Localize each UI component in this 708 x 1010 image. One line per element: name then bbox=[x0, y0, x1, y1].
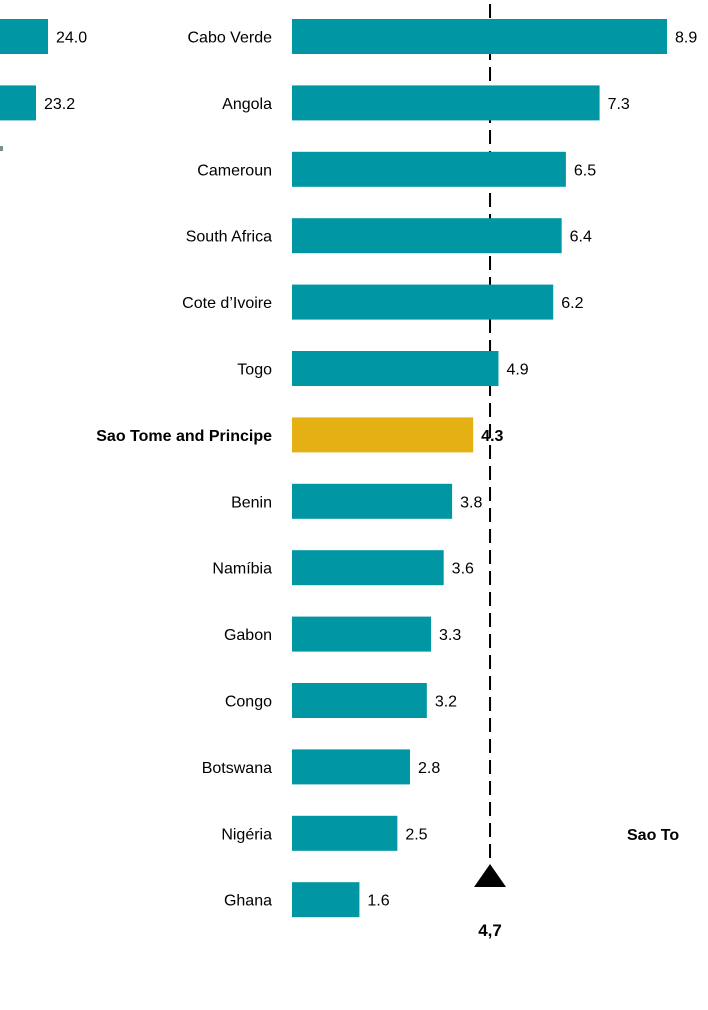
category-label: Cote d’Ivoire bbox=[182, 295, 272, 312]
category-label: Nigéria bbox=[221, 826, 272, 843]
bar bbox=[292, 616, 432, 652]
category-label-highlight: Sao Tome and Principe bbox=[96, 428, 272, 445]
value-label: 1.6 bbox=[367, 893, 389, 910]
reference-line-group: 4,7 bbox=[474, 4, 507, 940]
value-label: 3.3 bbox=[439, 627, 461, 644]
value-label: 3.8 bbox=[460, 494, 482, 511]
value-label: 7.3 bbox=[608, 96, 630, 113]
category-label: Congo bbox=[225, 694, 272, 711]
bar bbox=[292, 85, 600, 121]
reference-value-label: 4,7 bbox=[478, 921, 502, 940]
bar bbox=[292, 683, 427, 718]
left-panel-bar bbox=[0, 19, 48, 54]
bar bbox=[292, 550, 444, 586]
left-panel-value-label: 24.0 bbox=[56, 30, 87, 47]
bar-highlight bbox=[292, 417, 474, 453]
bar bbox=[292, 882, 360, 918]
value-label: 3.2 bbox=[435, 694, 457, 711]
bar bbox=[292, 749, 410, 785]
category-label: Botswana bbox=[202, 760, 272, 777]
left-panel-value-label: 23.2 bbox=[44, 96, 75, 113]
bar bbox=[292, 815, 398, 851]
value-label: 4.9 bbox=[506, 362, 528, 379]
category-label: Namíbia bbox=[212, 561, 272, 578]
category-label: Gabon bbox=[224, 627, 272, 644]
value-label-highlight: 4.3 bbox=[481, 428, 503, 445]
left-panel-fragment-mark bbox=[0, 146, 3, 151]
category-label: Cabo Verde bbox=[187, 30, 272, 47]
left-panel-bar bbox=[0, 85, 36, 121]
category-label: Benin bbox=[231, 494, 272, 511]
bar bbox=[292, 351, 499, 386]
category-label: Angola bbox=[222, 96, 272, 113]
bar bbox=[292, 284, 554, 320]
bars-group: Cabo Verde 8.9 Angola 7.3 Cameroun 6.5 South A… bbox=[96, 19, 697, 918]
value-label: 8.9 bbox=[675, 30, 697, 47]
category-label: Ghana bbox=[224, 893, 272, 910]
value-label: 3.6 bbox=[452, 561, 474, 578]
bar bbox=[292, 483, 453, 519]
value-label: 6.4 bbox=[570, 229, 592, 246]
right-panel-fragment-label: Sao To bbox=[627, 827, 679, 844]
value-label: 6.5 bbox=[574, 162, 596, 179]
left-panel-fragment: 24.0 23.2 bbox=[0, 19, 87, 151]
bar bbox=[292, 151, 566, 187]
value-label: 2.5 bbox=[405, 826, 427, 843]
value-label: 6.2 bbox=[561, 295, 583, 312]
bar bbox=[292, 19, 667, 54]
category-label: Togo bbox=[237, 362, 272, 379]
reference-arrow-icon bbox=[474, 864, 507, 887]
value-label: 2.8 bbox=[418, 760, 440, 777]
bar bbox=[292, 218, 562, 254]
category-label: South Africa bbox=[186, 229, 272, 246]
category-label: Cameroun bbox=[197, 162, 272, 179]
